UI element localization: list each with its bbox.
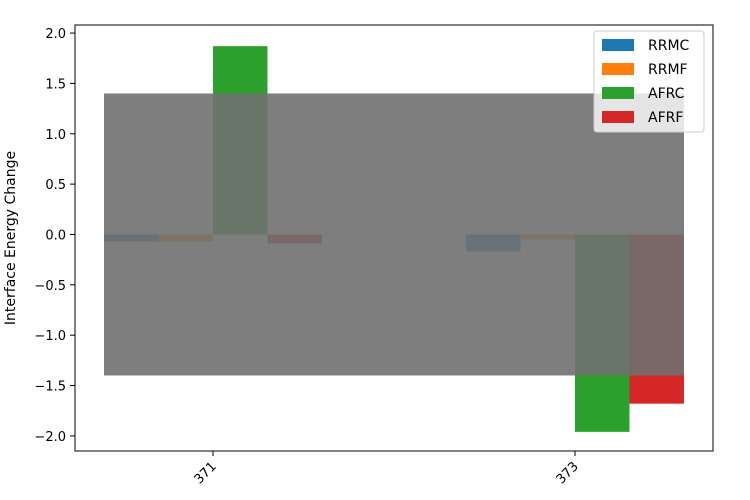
legend: RRMC RRMF AFRC AFRF [593,30,705,133]
y-tick-label: −1.0 [34,329,66,344]
legend-swatch-afrf [602,111,634,123]
x-axis: 371 373 [192,451,582,487]
y-tick-label: 0.0 [45,228,66,243]
y-tick-label: −0.5 [34,279,66,294]
overlay-band [104,93,684,376]
legend-label-afrc: AFRC [648,86,685,102]
legend-swatch-rrmf [602,63,634,75]
legend-box [593,30,705,133]
x-tick-label: 371 [192,459,220,487]
x-tick-label: 373 [554,459,582,487]
overlay-layer [104,93,684,376]
legend-swatch-afrc [602,87,634,99]
y-axis-label: Interface Energy Change [3,151,19,325]
y-tick-label: −1.5 [34,380,66,395]
legend-swatch-rrmc [602,39,634,51]
legend-label-rrmf: RRMF [648,62,688,78]
y-tick-label: −2.0 [34,430,66,445]
y-tick-label: 1.5 [45,77,66,92]
y-tick-label: 0.5 [45,178,66,193]
y-axis: −2.0 −1.5 −1.0 −0.5 0.0 0.5 1.0 1.5 2.0 [34,27,75,445]
y-tick-label: 1.0 [45,128,66,143]
plot-frame [74,24,714,452]
legend-label-afrf: AFRF [648,110,683,126]
y-tick-label: 2.0 [45,27,66,42]
legend-label-rrmc: RRMC [648,38,690,54]
